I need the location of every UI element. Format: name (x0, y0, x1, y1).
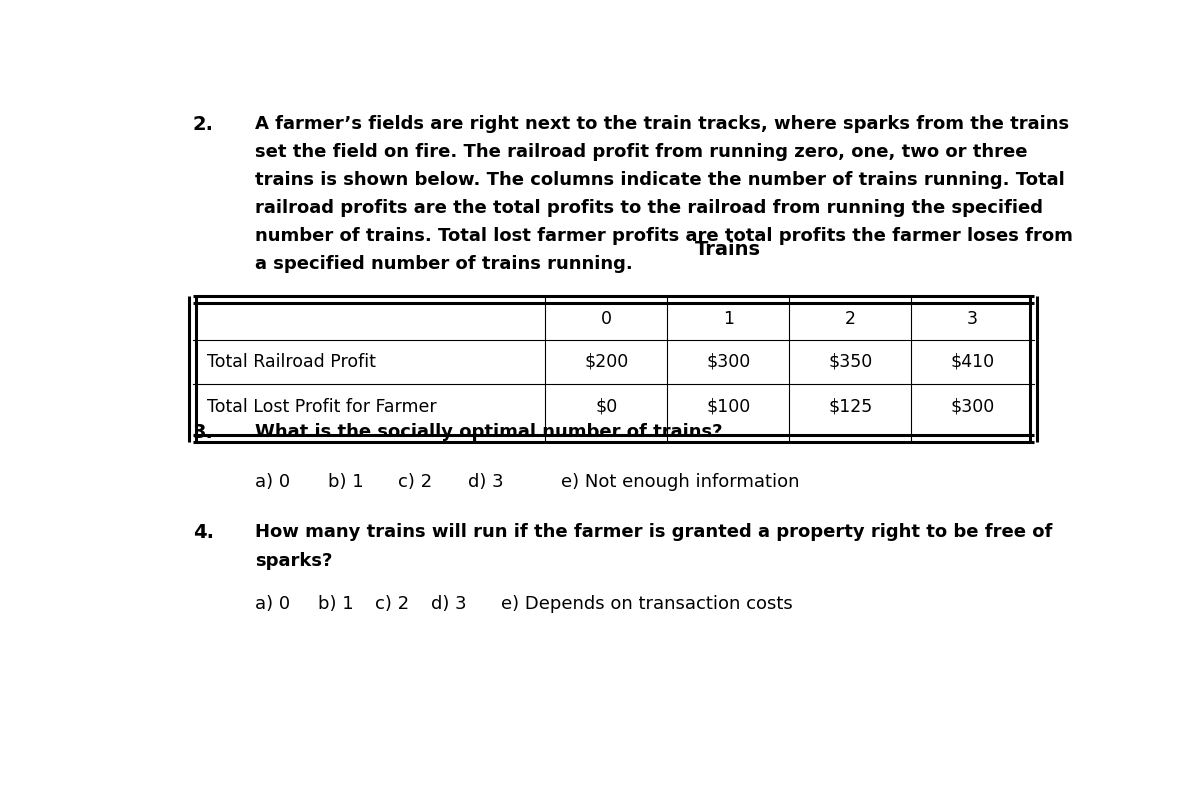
Text: 0: 0 (601, 310, 612, 329)
Text: b) 1: b) 1 (329, 473, 364, 490)
Text: 2.: 2. (193, 115, 214, 133)
Text: $200: $200 (584, 353, 629, 371)
Text: $350: $350 (828, 353, 872, 371)
Text: Total Railroad Profit: Total Railroad Profit (206, 353, 376, 371)
Text: Total Lost Profit for Farmer: Total Lost Profit for Farmer (206, 398, 437, 415)
Text: How many trains will run if the farmer is granted a property right to be free of: How many trains will run if the farmer i… (254, 523, 1052, 541)
Text: A farmer’s fields are right next to the train tracks, where sparks from the trai: A farmer’s fields are right next to the … (254, 115, 1069, 133)
Text: a) 0: a) 0 (254, 473, 289, 490)
Text: a specified number of trains running.: a specified number of trains running. (254, 255, 632, 273)
Text: c) 2: c) 2 (374, 595, 409, 613)
Text: $0: $0 (595, 398, 618, 415)
Text: d) 3: d) 3 (431, 595, 467, 613)
Text: $300: $300 (950, 398, 995, 415)
Text: 1: 1 (722, 310, 734, 329)
Text: Trains: Trains (695, 241, 761, 259)
Text: d) 3: d) 3 (468, 473, 503, 490)
Text: $300: $300 (707, 353, 750, 371)
Text: 3.: 3. (193, 423, 214, 442)
Text: 2: 2 (845, 310, 856, 329)
Text: e) Not enough information: e) Not enough information (560, 473, 799, 490)
Text: trains is shown below. The columns indicate the number of trains running. Total: trains is shown below. The columns indic… (254, 170, 1064, 189)
Text: 4.: 4. (193, 523, 214, 542)
Text: $410: $410 (950, 353, 995, 371)
Text: set the field on fire. The railroad profit from running zero, one, two or three: set the field on fire. The railroad prof… (254, 143, 1027, 161)
Text: b) 1: b) 1 (318, 595, 354, 613)
Text: e) Depends on transaction costs: e) Depends on transaction costs (502, 595, 793, 613)
Text: c) 2: c) 2 (398, 473, 432, 490)
Text: $125: $125 (828, 398, 872, 415)
Text: What is the socially optimal number of trains?: What is the socially optimal number of t… (254, 423, 722, 440)
Text: sparks?: sparks? (254, 552, 332, 570)
Text: a) 0: a) 0 (254, 595, 289, 613)
Text: 3: 3 (967, 310, 978, 329)
Text: $100: $100 (707, 398, 750, 415)
Text: railroad profits are the total profits to the railroad from running the specifie: railroad profits are the total profits t… (254, 199, 1043, 217)
Text: number of trains. Total lost farmer profits are total profits the farmer loses f: number of trains. Total lost farmer prof… (254, 227, 1073, 245)
